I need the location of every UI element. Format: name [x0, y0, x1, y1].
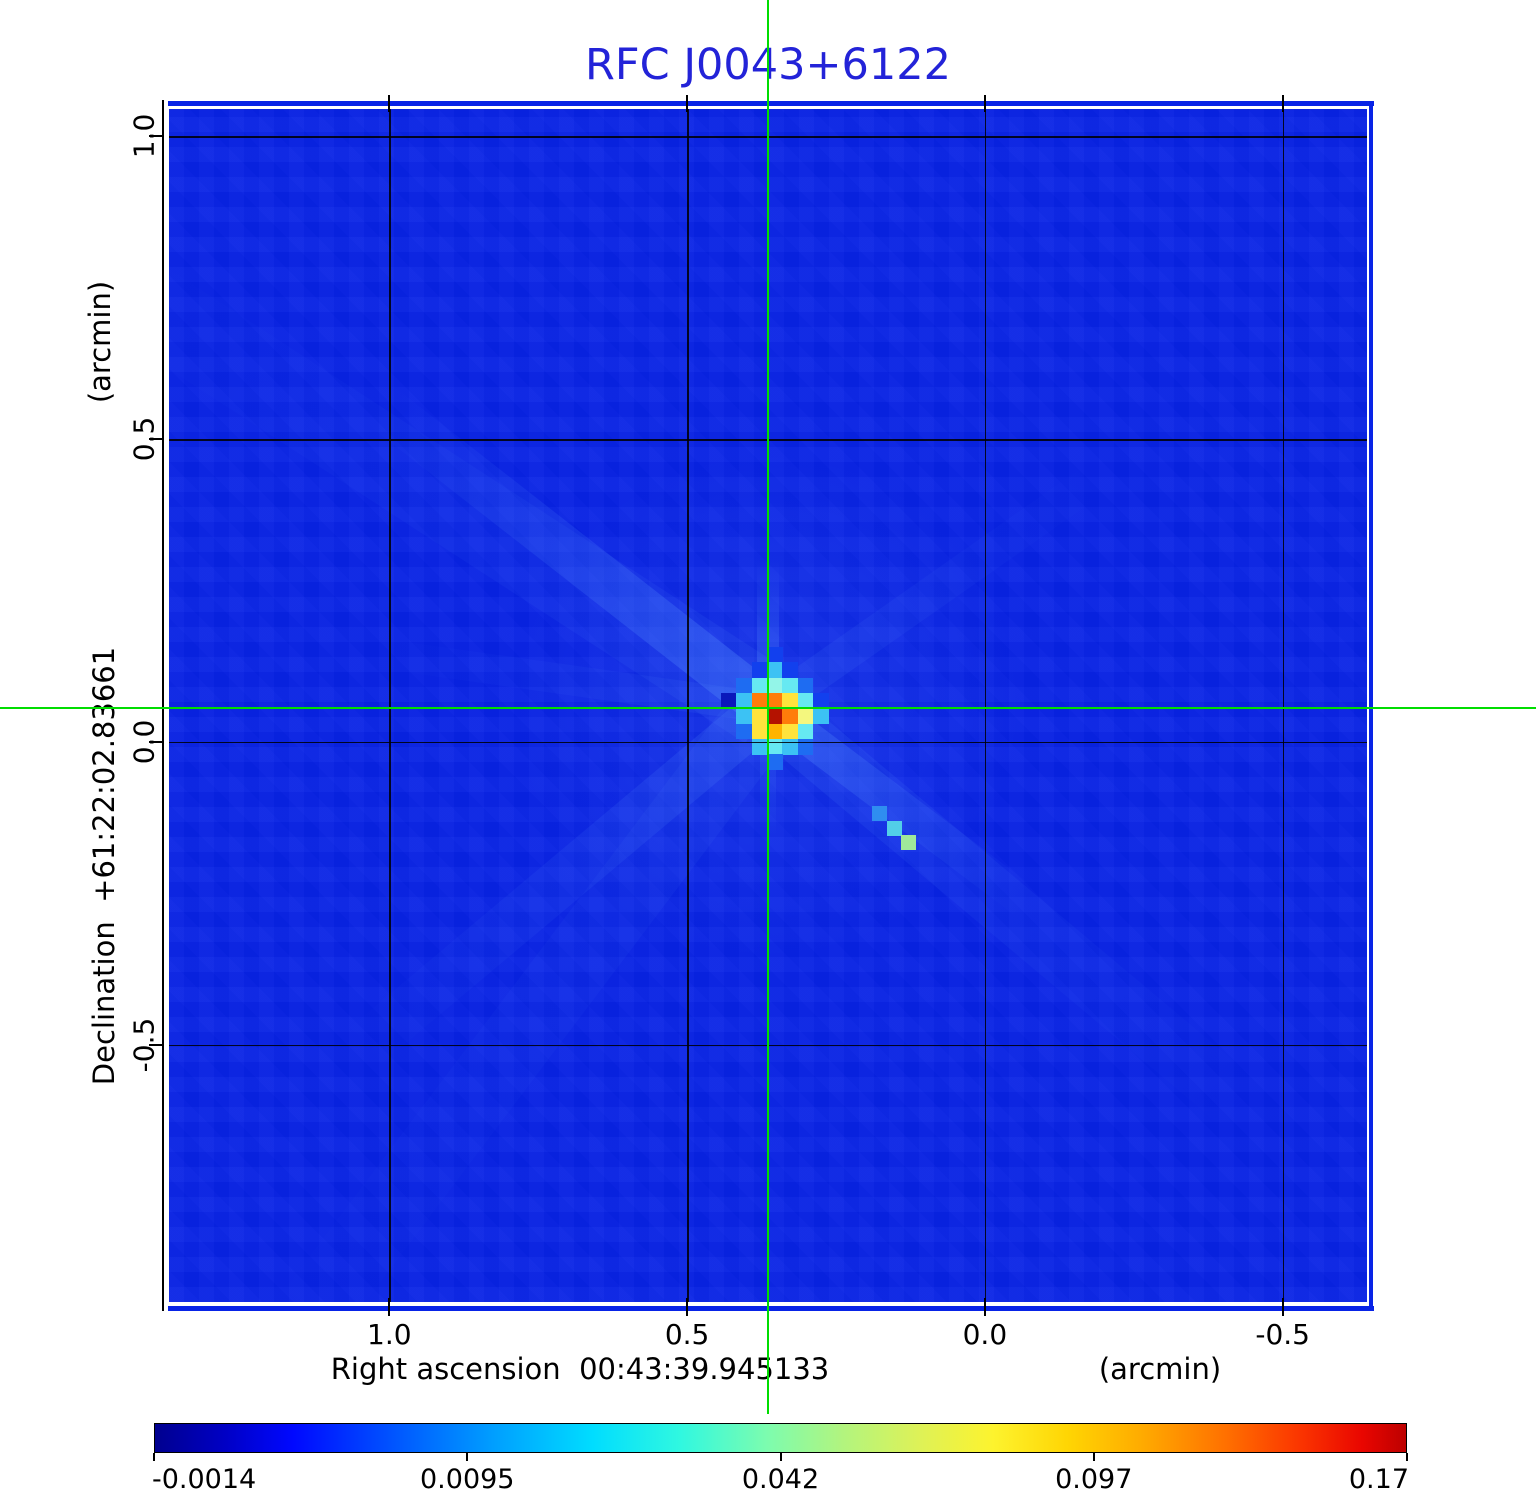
axis-tick-mark: [149, 438, 164, 441]
source-pixel: [766, 647, 783, 663]
source-pixel: [751, 723, 768, 740]
source-pixel: [887, 821, 903, 837]
y-tick-label: 0.0: [127, 719, 161, 765]
crosshair-horizontal-line: [0, 706, 1536, 709]
x-tick-label: -0.5: [1255, 1318, 1310, 1351]
source-pixel: [782, 692, 798, 709]
grid-line-vertical: [389, 109, 391, 1302]
x-axis-unit-label: (arcmin): [1098, 1352, 1222, 1386]
colorbar-tick-mark: [779, 1453, 782, 1461]
axis-tick-mark: [686, 95, 689, 112]
source-pixel: [766, 708, 783, 724]
colorbar-tick-mark: [1092, 1453, 1095, 1461]
source-pixel: [782, 708, 798, 724]
grid-line-vertical: [984, 109, 987, 1302]
axis-tick-mark: [149, 740, 164, 743]
x-axis-title: Right ascension 00:43:39.945133: [330, 1352, 830, 1386]
colorbar-tick-label: 0.042: [741, 1464, 820, 1495]
source-pixel: [812, 708, 829, 724]
source-pixel: [766, 662, 783, 679]
axis-tick-mark: [686, 1298, 689, 1316]
source-pixel: [736, 723, 753, 740]
source-pixel: [782, 662, 798, 679]
source-pixel: [721, 692, 737, 709]
axis-tick-mark: [983, 1298, 986, 1316]
source-pixel: [736, 692, 753, 709]
axis-tick-mark: [1281, 95, 1284, 112]
source-pixel: [782, 723, 798, 740]
source-pixel: [797, 708, 814, 724]
y-tick-label: 0.5: [127, 416, 161, 462]
source-pixel: [736, 708, 753, 724]
x-tick-label: 1.0: [367, 1318, 412, 1351]
source-pixel: [751, 692, 768, 709]
source-pixel: [766, 692, 783, 709]
axis-tick-mark: [983, 95, 986, 112]
colorbar-tick-mark: [1406, 1453, 1408, 1461]
source-pixel: [872, 806, 888, 822]
source-pixel: [766, 723, 783, 740]
source-pixel: [751, 708, 768, 724]
source-pixel: [797, 692, 814, 709]
colorbar-gradient: [154, 1423, 1407, 1453]
x-tick-label: 0.5: [664, 1318, 710, 1351]
y-tick-label: 1.0: [127, 114, 161, 159]
sidelobe-ray: [245, 686, 797, 1302]
image-edge-strip-bottom: [168, 1306, 1374, 1311]
source-pixel: [751, 662, 768, 679]
axis-tick-mark: [149, 1043, 164, 1046]
source-pixel: [797, 723, 814, 740]
colorbar-tick-label: 0.0095: [420, 1464, 515, 1495]
x-tick-label: 0.0: [962, 1318, 1008, 1351]
image-edge-strip-right: [1369, 101, 1373, 1311]
axis-tick-mark: [1281, 1298, 1284, 1316]
grid-line-vertical: [687, 109, 689, 1302]
source-pixel: [751, 677, 768, 694]
image-edge-strip-top: [168, 101, 1374, 106]
axis-tick-mark: [388, 1298, 391, 1316]
grid-line-vertical: [1282, 109, 1285, 1302]
axis-tick-mark: [149, 135, 164, 138]
source-pixel: [766, 754, 783, 770]
colorbar-tick-mark: [466, 1453, 469, 1461]
colorbar-tick-label: 0.17: [1348, 1464, 1409, 1495]
colorbar-tick-label: 0.097: [1055, 1464, 1133, 1495]
colorbar-tick-label: -0.0014: [152, 1464, 257, 1495]
source-pixel: [901, 835, 917, 851]
source-pixel: [797, 677, 814, 694]
axis-tick-mark: [388, 95, 391, 112]
y-axis-unit-label: (arcmin): [83, 280, 117, 404]
sidelobe-ray: [749, 685, 1293, 1155]
colorbar-tick-mark: [153, 1453, 155, 1461]
y-axis-title: Declination +61:22:02.83661: [87, 646, 121, 1086]
y-tick-label: -0.5: [127, 1017, 161, 1072]
source-pixel: [782, 677, 798, 694]
source-pixel: [812, 692, 829, 709]
source-pixel: [766, 677, 783, 694]
plot-frame: [162, 100, 1372, 1311]
source-pixel: [736, 677, 753, 694]
